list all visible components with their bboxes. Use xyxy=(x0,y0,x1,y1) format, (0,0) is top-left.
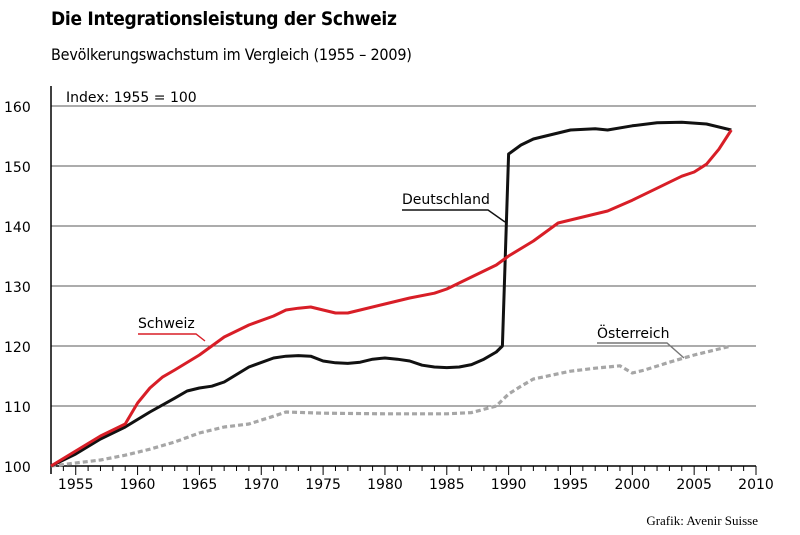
series-line-schweiz xyxy=(50,129,733,468)
series-label-schweiz: Schweiz xyxy=(138,316,195,332)
x-tick-label: 1985 xyxy=(429,477,465,493)
chart-subtitle: Bevölkerungswachstum im Vergleich (1955 … xyxy=(51,45,412,64)
grid-layer xyxy=(51,105,756,407)
x-tick-label: 1990 xyxy=(491,477,527,493)
x-tick-label: 1970 xyxy=(243,477,279,493)
series-leader-deutschland xyxy=(402,209,506,223)
chart-credit: Grafik: Avenir Suisse xyxy=(646,513,758,528)
label-layer: Index: 1955 = 100 Schweiz Deutschland Öste… xyxy=(66,90,685,359)
x-tick-label: 1960 xyxy=(120,477,156,493)
y-tick-label: 120 xyxy=(4,340,31,356)
series-line-österreich xyxy=(50,344,732,468)
series-line-deutschland xyxy=(50,120,732,468)
axis-layer: 100 110 120 130 140 150 160 1955 1960 1965 1970 197… xyxy=(4,86,774,493)
x-tick-label: 1975 xyxy=(305,477,341,493)
x-tick-label: 2000 xyxy=(614,477,650,493)
y-tick-label: 100 xyxy=(4,460,31,476)
series-leader-schweiz xyxy=(138,333,206,342)
x-tick-label: 1980 xyxy=(367,477,403,493)
series-layer xyxy=(50,120,733,468)
y-tick-label: 160 xyxy=(4,100,31,116)
series-label-deutschland: Deutschland xyxy=(402,192,490,208)
x-tick-label: 2005 xyxy=(676,477,712,493)
x-tick-label: 1995 xyxy=(553,477,589,493)
x-tick-label: 2010 xyxy=(738,477,774,493)
y-tick-label: 150 xyxy=(4,160,31,176)
x-tick-label: 1965 xyxy=(182,477,218,493)
y-tick-label: 140 xyxy=(4,220,31,236)
index-note: Index: 1955 = 100 xyxy=(66,90,197,106)
x-tick-label: 1955 xyxy=(58,477,94,493)
y-tick-label: 130 xyxy=(4,280,31,296)
series-leader-österreich xyxy=(597,342,685,359)
series-label-österreich: Österreich xyxy=(597,324,669,342)
y-tick-label: 110 xyxy=(4,400,31,416)
chart-title: Die Integrationsleistung der Schweiz xyxy=(51,8,397,30)
